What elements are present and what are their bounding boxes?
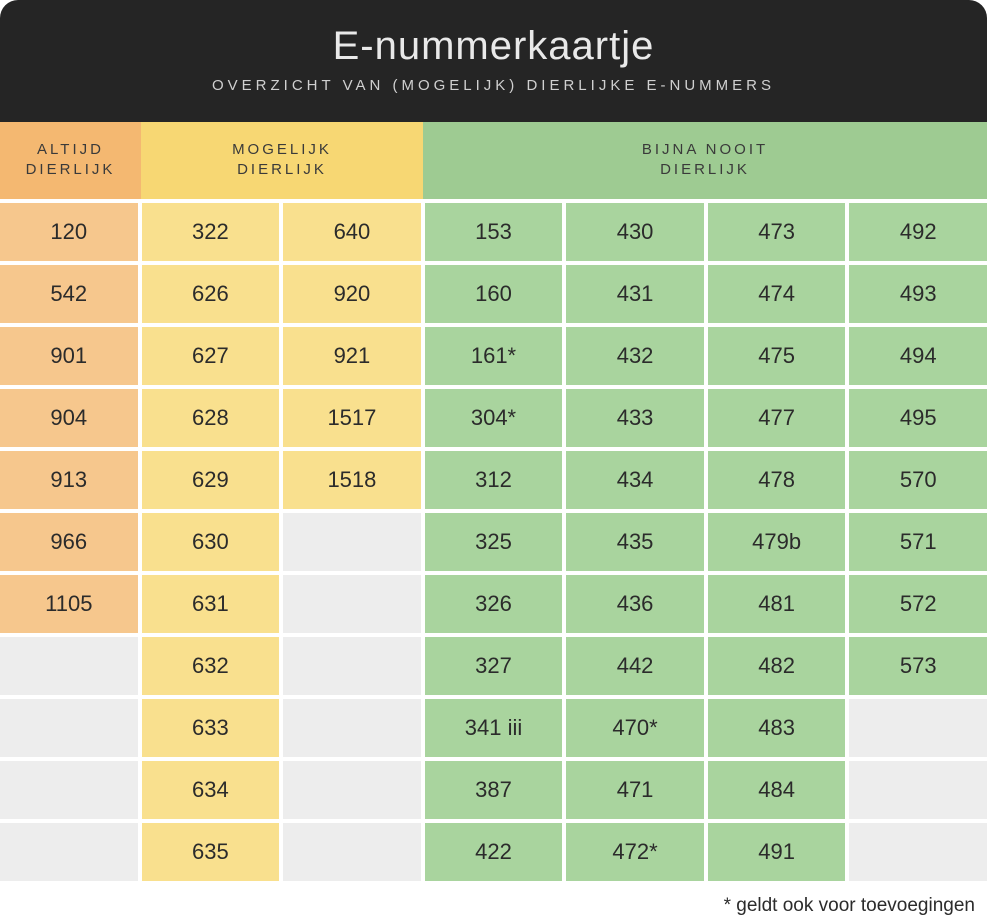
number-cell: 322 <box>142 203 280 261</box>
number-cell: 491 <box>708 823 846 881</box>
number-cell: 921 <box>283 327 421 385</box>
number-cell: 431 <box>566 265 704 323</box>
number-cell: 436 <box>566 575 704 633</box>
category-label-line: DIERLIJK <box>0 160 141 180</box>
number-cell: 341 iii <box>425 699 563 757</box>
number-cell: 632 <box>142 637 280 695</box>
number-cell: 633 <box>142 699 280 757</box>
empty-cell <box>0 761 138 819</box>
footnote: * geldt ook voor toevoegingen <box>0 881 987 917</box>
number-cell: 422 <box>425 823 563 881</box>
number-cell: 432 <box>566 327 704 385</box>
number-cell: 630 <box>142 513 280 571</box>
empty-cell <box>283 637 421 695</box>
number-cell: 484 <box>708 761 846 819</box>
category-label-line: DIERLIJK <box>141 160 423 180</box>
empty-cell <box>849 823 987 881</box>
category-label-line: BIJNA NOOIT <box>423 140 987 160</box>
number-cell: 628 <box>142 389 280 447</box>
number-cell: 442 <box>566 637 704 695</box>
number-cell: 482 <box>708 637 846 695</box>
number-cell: 901 <box>0 327 138 385</box>
number-cell: 161* <box>425 327 563 385</box>
number-cell: 635 <box>142 823 280 881</box>
category-header: BIJNA NOOITDIERLIJK <box>423 122 987 199</box>
number-cell: 631 <box>142 575 280 633</box>
number-cell: 475 <box>708 327 846 385</box>
number-cell: 483 <box>708 699 846 757</box>
number-cell: 160 <box>425 265 563 323</box>
number-cell: 571 <box>849 513 987 571</box>
number-cell: 478 <box>708 451 846 509</box>
number-cell: 913 <box>0 451 138 509</box>
number-cell: 434 <box>566 451 704 509</box>
number-cell: 492 <box>849 203 987 261</box>
number-cell: 570 <box>849 451 987 509</box>
number-cell: 494 <box>849 327 987 385</box>
number-cell: 387 <box>425 761 563 819</box>
number-cell: 481 <box>708 575 846 633</box>
number-cell: 542 <box>0 265 138 323</box>
empty-cell <box>0 699 138 757</box>
number-cell: 495 <box>849 389 987 447</box>
number-cell: 312 <box>425 451 563 509</box>
number-cell: 477 <box>708 389 846 447</box>
number-cell: 153 <box>425 203 563 261</box>
number-cell: 435 <box>566 513 704 571</box>
number-cell: 326 <box>425 575 563 633</box>
empty-cell <box>283 761 421 819</box>
number-cell: 920 <box>283 265 421 323</box>
category-headers: ALTIJDDIERLIJKMOGELIJKDIERLIJKBIJNA NOOI… <box>0 122 987 199</box>
number-cell: 493 <box>849 265 987 323</box>
empty-cell <box>0 637 138 695</box>
card-header: E-nummerkaartje OVERZICHT VAN (MOGELIJK)… <box>0 0 987 122</box>
number-cell: 433 <box>566 389 704 447</box>
number-cell: 1105 <box>0 575 138 633</box>
page-title: E-nummerkaartje <box>0 24 987 69</box>
number-cell: 904 <box>0 389 138 447</box>
number-cell: 473 <box>708 203 846 261</box>
empty-cell <box>283 699 421 757</box>
number-cell: 470* <box>566 699 704 757</box>
page-subtitle: OVERZICHT VAN (MOGELIJK) DIERLIJKE E-NUM… <box>0 77 987 94</box>
number-cell: 626 <box>142 265 280 323</box>
empty-cell <box>849 761 987 819</box>
number-cell: 472* <box>566 823 704 881</box>
number-cell: 430 <box>566 203 704 261</box>
category-label-line: ALTIJD <box>0 140 141 160</box>
number-cell: 966 <box>0 513 138 571</box>
empty-cell <box>283 575 421 633</box>
number-cell: 573 <box>849 637 987 695</box>
number-cell: 327 <box>425 637 563 695</box>
number-cell: 304* <box>425 389 563 447</box>
number-cell: 1518 <box>283 451 421 509</box>
number-cell: 640 <box>283 203 421 261</box>
empty-cell <box>283 823 421 881</box>
number-cell: 471 <box>566 761 704 819</box>
number-cell: 474 <box>708 265 846 323</box>
category-label-line: MOGELIJK <box>141 140 423 160</box>
empty-cell <box>283 513 421 571</box>
number-cell: 1517 <box>283 389 421 447</box>
number-cell: 479b <box>708 513 846 571</box>
number-cell: 634 <box>142 761 280 819</box>
category-label-line: DIERLIJK <box>423 160 987 180</box>
category-header: ALTIJDDIERLIJK <box>0 122 141 199</box>
enummer-card: E-nummerkaartje OVERZICHT VAN (MOGELIJK)… <box>0 0 987 917</box>
empty-cell <box>849 699 987 757</box>
number-cell: 572 <box>849 575 987 633</box>
empty-cell <box>0 823 138 881</box>
number-cell: 629 <box>142 451 280 509</box>
number-cell: 627 <box>142 327 280 385</box>
number-cell: 120 <box>0 203 138 261</box>
number-grid: 1203226401534304734925426269201604314744… <box>0 199 987 881</box>
number-cell: 325 <box>425 513 563 571</box>
category-header: MOGELIJKDIERLIJK <box>141 122 423 199</box>
